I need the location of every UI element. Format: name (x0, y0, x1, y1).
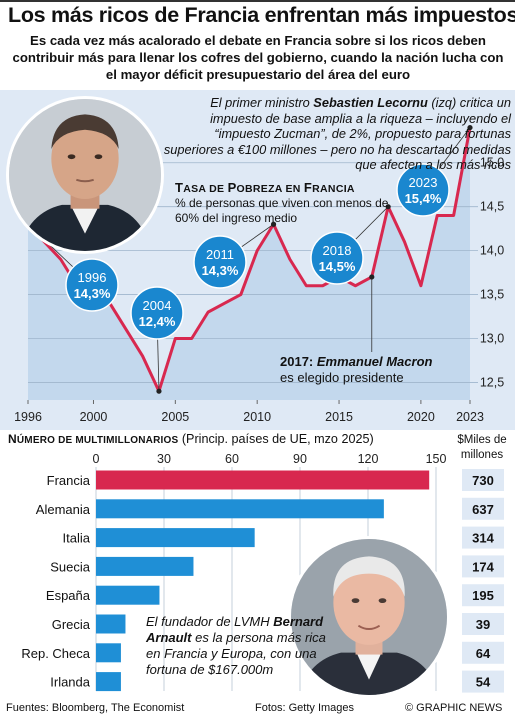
poverty-chart-subtitle: % de personas que viven con menos de 60%… (175, 196, 389, 225)
lecornu-photo (6, 96, 164, 254)
x-tick-label: 150 (426, 452, 447, 466)
category-label: Italia (63, 531, 91, 546)
pm-annotation: El primer ministro Sebastien Lecornu (iz… (163, 95, 511, 173)
x-tick-label: 60 (225, 452, 239, 466)
wealth-box (462, 613, 504, 635)
bar (96, 556, 194, 576)
callout-year: 1996 (78, 270, 107, 285)
wealth-box (462, 497, 504, 520)
macron-point (369, 274, 375, 280)
y-tick-label: 13,0 (480, 331, 504, 345)
wealth-value: 39 (476, 617, 490, 632)
x-tick-label: 2023 (456, 410, 484, 424)
callout-year: 2023 (409, 175, 438, 190)
category-label: Rep. Checa (21, 646, 90, 661)
callout-bubble (310, 231, 364, 285)
callout-value: 14,5% (319, 259, 356, 274)
bar (96, 614, 126, 634)
callout-bubble (193, 235, 247, 289)
x-tick-label: 30 (157, 452, 171, 466)
callout-point (270, 221, 277, 227)
callout-year: 2011 (206, 247, 234, 262)
bar (96, 470, 430, 490)
wealth-value: 314 (472, 531, 494, 546)
wealth-box (462, 584, 504, 607)
callout-bubble (65, 258, 119, 312)
poverty-chart-title: TASA DE POBREZA EN FRANCIA (175, 180, 355, 195)
bar (96, 672, 121, 692)
y-tick-label: 15,0 (480, 156, 504, 170)
y-tick-label: 14,5 (480, 200, 504, 214)
callout-bubble (396, 163, 450, 217)
y-tick-label: 13,5 (480, 288, 504, 302)
macron-annotation: 2017: Emmanuel Macron es elegido preside… (280, 354, 433, 385)
category-label: Suecia (50, 559, 91, 574)
wealth-box (462, 641, 504, 664)
page-subtitle: Es cada vez más acalorado el debate en F… (12, 33, 504, 82)
poverty-line-chart: 12,5 13,0 13,5 14,0 14,5 15,0 1996 2000 2005 2010… (14, 124, 504, 424)
wealth-value: 54 (476, 675, 491, 690)
arnault-annotation: El fundador de LVMH Bernard Arnault es l… (146, 614, 326, 677)
x-tick-label: 2020 (407, 410, 435, 424)
x-tick-label: 2015 (325, 410, 353, 424)
callout-bubble (130, 286, 184, 340)
top-rule (0, 0, 515, 2)
y-tick-label: 14,0 (480, 244, 504, 258)
x-tick-label: 2005 (161, 410, 189, 424)
callout-value: 14,3% (202, 263, 239, 278)
page-title: Los más ricos de Francia enfrentan más i… (8, 3, 515, 27)
wealth-value: 64 (476, 646, 491, 661)
wealth-value: 195 (472, 588, 494, 603)
photos-credit: Fotos: Getty Images (255, 702, 355, 714)
callout-point (467, 124, 473, 131)
poverty-area (28, 127, 470, 401)
x-tick-label: 2000 (80, 410, 108, 424)
category-label: Grecia (52, 617, 91, 632)
bar (96, 499, 384, 519)
bar (96, 528, 255, 548)
category-label: Francia (47, 473, 91, 488)
billionaires-chart-title: NÚMERO DE MULTIMILLONARIOS (Princip. paí… (8, 432, 374, 446)
callout-year: 2004 (143, 298, 172, 313)
wealth-value: 637 (472, 502, 494, 517)
callout-value: 15,4% (405, 191, 442, 206)
category-label: Alemania (36, 502, 91, 517)
callout-value: 14,3% (74, 286, 111, 301)
bar (96, 585, 160, 605)
callout-point (385, 204, 391, 210)
y-tick-label: 12,5 (480, 375, 504, 389)
callout-value: 12,4% (139, 314, 176, 329)
wealth-box (462, 526, 504, 549)
copyright-credit: © GRAPHIC NEWS (405, 702, 503, 714)
category-label: Irlanda (50, 675, 91, 690)
sources-credit: Fuentes: Bloomberg, The Economist (6, 702, 185, 714)
portrait-icon (291, 539, 447, 695)
bar (96, 643, 121, 663)
wealth-box (462, 555, 504, 578)
category-label: España (46, 588, 91, 603)
x-tick-label: 0 (93, 452, 100, 466)
wealth-unit-label: $Miles de millones (457, 434, 507, 461)
x-tick-label: 1996 (14, 410, 42, 424)
callout-point (156, 388, 162, 394)
billionaires-bar-chart: 0 30 60 90 120 150 Francia 730 Alemania 637 Italia… (21, 452, 504, 693)
callout-year: 2018 (323, 243, 352, 258)
wealth-value: 730 (472, 473, 494, 488)
wealth-value: 174 (472, 559, 494, 574)
x-tick-label: 90 (293, 452, 307, 466)
portrait-icon (9, 99, 161, 251)
wealth-box (462, 469, 504, 491)
x-tick-label: 120 (358, 452, 379, 466)
arnault-photo (288, 536, 450, 698)
wealth-box (462, 670, 504, 693)
x-tick-label: 2010 (243, 410, 271, 424)
